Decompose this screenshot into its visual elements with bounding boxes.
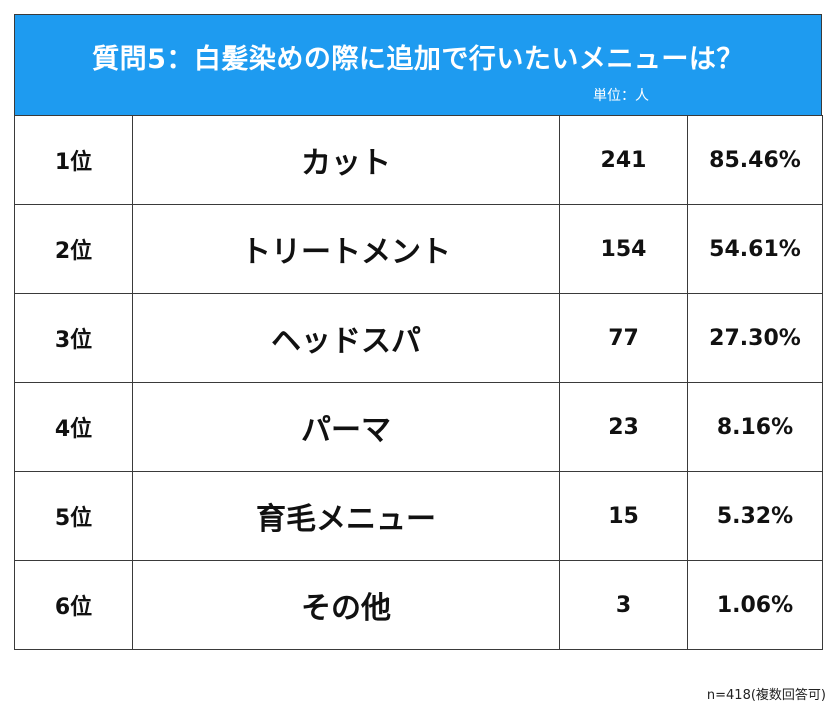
menu-name-cell: トリートメント xyxy=(132,204,560,294)
table-row: 1位 カット 241 85.46% xyxy=(14,115,823,205)
footnote: n=418(複数回答可) xyxy=(706,688,826,703)
menu-name-cell: ヘッドスパ xyxy=(132,293,560,383)
count-cell: 23 xyxy=(559,382,688,472)
percent-cell: 54.61% xyxy=(687,204,823,294)
menu-name-cell: カット xyxy=(132,115,560,205)
table-row: 3位 ヘッドスパ 77 27.30% xyxy=(14,293,823,383)
percent-cell: 27.30% xyxy=(687,293,823,383)
percent-cell: 1.06% xyxy=(687,560,823,650)
rank-cell: 5位 xyxy=(14,471,133,561)
count-cell: 154 xyxy=(559,204,688,294)
menu-name-cell: その他 xyxy=(132,560,560,650)
percent-cell: 8.16% xyxy=(687,382,823,472)
ranking-table: 1位 カット 241 85.46% 2位 トリートメント 154 54.61% 3位 ヘッドスパ 7… xyxy=(14,115,823,650)
table-row: 2位 トリートメント 154 54.61% xyxy=(14,204,823,294)
rank-cell: 4位 xyxy=(14,382,133,472)
ranking-table-body: 1位 カット 241 85.46% 2位 トリートメント 154 54.61% 3位 ヘッドスパ 7… xyxy=(14,115,823,650)
table-row: 4位 パーマ 23 8.16% xyxy=(14,382,823,472)
unit-label: 単位：人 xyxy=(593,88,649,104)
rank-cell: 1位 xyxy=(14,115,133,205)
chart-title: 質問5：白髪染めの際に追加で行いたいメニューは？ xyxy=(92,44,744,75)
rank-cell: 2位 xyxy=(14,204,133,294)
count-cell: 77 xyxy=(559,293,688,383)
table-row: 5位 育毛メニュー 15 5.32% xyxy=(14,471,823,561)
table-row: 6位 その他 3 1.06% xyxy=(14,560,823,650)
rank-cell: 3位 xyxy=(14,293,133,383)
table-header: 質問5：白髪染めの際に追加で行いたいメニューは？ 単位：人 xyxy=(14,14,822,115)
count-cell: 241 xyxy=(559,115,688,205)
menu-name-cell: 育毛メニュー xyxy=(132,471,560,561)
rank-cell: 6位 xyxy=(14,560,133,650)
menu-name-cell: パーマ xyxy=(132,382,560,472)
count-cell: 3 xyxy=(559,560,688,650)
count-cell: 15 xyxy=(559,471,688,561)
ranking-table-container: 質問5：白髪染めの際に追加で行いたいメニューは？ 単位：人 1位 カット 241 85… xyxy=(14,14,823,650)
percent-cell: 85.46% xyxy=(687,115,823,205)
percent-cell: 5.32% xyxy=(687,471,823,561)
